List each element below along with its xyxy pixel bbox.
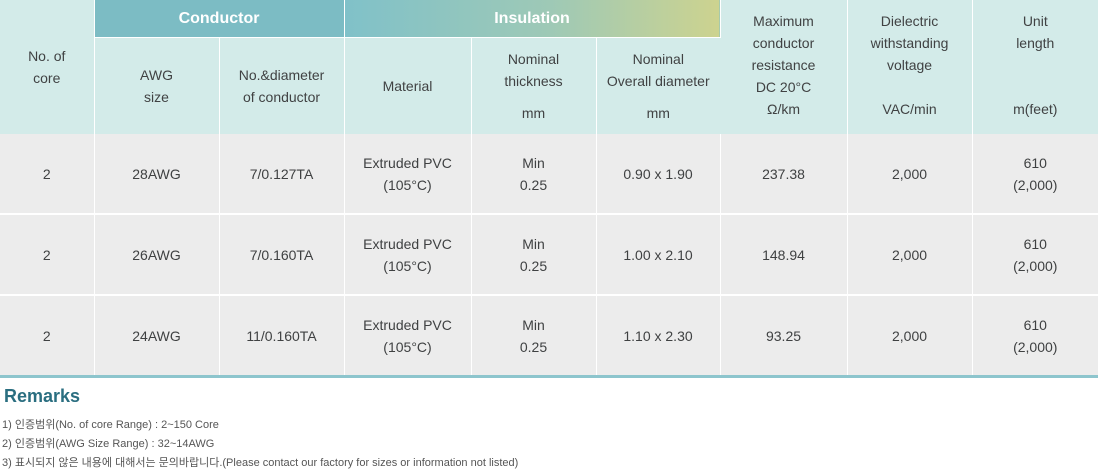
table-header: No. of core Conductor Insulation Maximum… xyxy=(0,0,1098,134)
header-nominal-thickness-label: Nominal thickness xyxy=(504,51,563,89)
spec-table: No. of core Conductor Insulation Maximum… xyxy=(0,0,1098,378)
cell-awg: 28AWG xyxy=(94,134,220,215)
header-no-of-core-label: No. of core xyxy=(28,48,66,86)
header-dielectric: Dielectric withstanding voltage VAC/min xyxy=(847,0,973,134)
header-max-resistance-unit: Ω/km xyxy=(767,101,801,117)
cell-voltage: 2,000 xyxy=(847,134,973,215)
header-max-resistance: Maximum conductor resistance DC 20°C Ω/k… xyxy=(720,0,848,134)
cell-overall: 0.90 x 1.90 xyxy=(596,134,721,215)
cell-length: 610 (2,000) xyxy=(972,295,1098,378)
cell-length: 610 (2,000) xyxy=(972,134,1098,215)
cell-thickness: Min 0.25 xyxy=(471,134,597,215)
header-nominal-thickness: Nominal thickness mm xyxy=(471,37,597,134)
cell-resistance: 237.38 xyxy=(720,134,848,215)
cell-voltage: 2,000 xyxy=(847,295,973,378)
header-unit-length-label: Unit length xyxy=(1016,13,1055,51)
cell-material: Extruded PVC (105°C) xyxy=(344,295,472,378)
header-no-diameter: No.&diameter of conductor xyxy=(219,37,345,134)
header-material: Material xyxy=(344,37,472,134)
cell-diameter: 7/0.160TA xyxy=(219,214,345,296)
cell-thickness: Min 0.25 xyxy=(471,295,597,378)
cell-awg: 26AWG xyxy=(94,214,220,296)
header-unit-length-unit: m(feet) xyxy=(1013,101,1058,117)
cell-material: Extruded PVC (105°C) xyxy=(344,134,472,215)
header-nominal-overall-label: Nominal Overall diameter xyxy=(606,51,710,89)
header-nominal-thickness-unit: mm xyxy=(521,105,546,121)
cell-overall: 1.00 x 2.10 xyxy=(596,214,721,296)
table-row: 2 24AWG 11/0.160TA Extruded PVC (105°C) … xyxy=(0,295,1098,378)
header-dielectric-unit: VAC/min xyxy=(882,101,937,117)
cell-length: 610 (2,000) xyxy=(972,214,1098,296)
remark-item: 1) 인증범위(No. of core Range) : 2~150 Core xyxy=(2,419,219,431)
header-nominal-overall-unit: mm xyxy=(646,105,670,121)
table-row: 2 28AWG 7/0.127TA Extruded PVC (105°C) M… xyxy=(0,134,1098,215)
header-unit-length: Unit length m(feet) xyxy=(972,0,1098,134)
header-awg-size: AWG size xyxy=(94,37,220,134)
header-dielectric-label: Dielectric withstanding voltage xyxy=(870,13,949,73)
cell-diameter: 11/0.160TA xyxy=(219,295,345,378)
remark-item: 3) 표시되지 않은 내용에 대해서는 문의바랍니다.(Please conta… xyxy=(2,457,519,469)
cell-material: Extruded PVC (105°C) xyxy=(344,214,472,296)
cell-thickness: Min 0.25 xyxy=(471,214,597,296)
header-no-of-core: No. of core xyxy=(0,0,95,134)
header-nominal-overall: Nominal Overall diameter mm xyxy=(596,37,721,134)
cell-core: 2 xyxy=(0,214,95,296)
cell-awg: 24AWG xyxy=(94,295,220,378)
cell-core: 2 xyxy=(0,134,95,215)
table-row: 2 26AWG 7/0.160TA Extruded PVC (105°C) M… xyxy=(0,214,1098,296)
remark-item: 2) 인증범위(AWG Size Range) : 32~14AWG xyxy=(2,438,215,450)
cell-overall: 1.10 x 2.30 xyxy=(596,295,721,378)
cell-core: 2 xyxy=(0,295,95,378)
cell-resistance: 93.25 xyxy=(720,295,848,378)
header-awg-size-label: AWG size xyxy=(140,67,173,105)
header-conductor-group: Conductor xyxy=(94,0,345,38)
header-no-diameter-label: No.&diameter of conductor xyxy=(238,67,325,105)
cell-voltage: 2,000 xyxy=(847,214,973,296)
cell-diameter: 7/0.127TA xyxy=(219,134,345,215)
remarks-title: Remarks xyxy=(4,386,81,406)
remarks-list: 1) 인증범위(No. of core Range) : 2~150 Core … xyxy=(2,416,518,473)
cell-resistance: 148.94 xyxy=(720,214,848,296)
header-insulation-group: Insulation xyxy=(344,0,721,38)
header-max-resistance-label: Maximum conductor resistance DC 20°C xyxy=(751,13,816,95)
